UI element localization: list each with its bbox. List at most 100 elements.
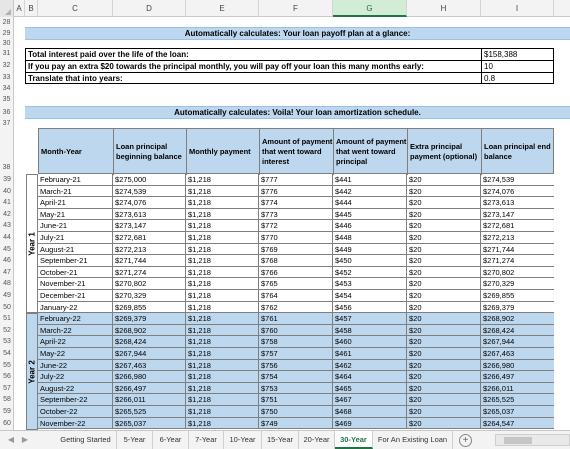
column-header-c[interactable]: C <box>38 0 113 17</box>
tab-7-year[interactable]: 7-Year <box>189 431 224 449</box>
cell-end-balance[interactable]: $273,613 <box>483 198 515 208</box>
cell-principal[interactable]: $449 <box>333 243 407 256</box>
cell-monthly-payment[interactable]: $1,218 <box>186 255 259 267</box>
cell-end-balance[interactable]: $274,076 <box>483 186 515 196</box>
tab-existing-loan[interactable]: For An Existing Loan <box>373 431 453 449</box>
cell-month-year[interactable]: October-22 <box>38 406 113 418</box>
column-header-h[interactable]: H <box>407 0 481 17</box>
row-number[interactable]: 38 <box>0 128 14 174</box>
cell-principal[interactable]: $458 <box>333 324 407 337</box>
cell-extra-payment[interactable]: $20 <box>407 290 481 302</box>
cell-beginning-balance[interactable]: $266,011 <box>113 394 186 406</box>
cell-month-year[interactable]: June-22 <box>38 359 113 372</box>
cell-interest[interactable]: $765 <box>259 278 333 290</box>
row-number[interactable]: 52 <box>3 326 11 334</box>
cell-month-year[interactable]: May-22 <box>38 348 113 360</box>
cell-beginning-balance[interactable]: $268,902 <box>113 324 186 337</box>
row-number[interactable]: 51 <box>3 315 11 323</box>
cell-monthly-payment[interactable]: $1,218 <box>186 185 259 198</box>
cell-monthly-payment[interactable]: $1,218 <box>186 336 259 348</box>
cell-beginning-balance[interactable]: $266,980 <box>113 371 186 383</box>
summary-value-years[interactable]: 0.8 <box>484 74 496 83</box>
row-number[interactable]: 32 <box>0 60 14 72</box>
column-header-b[interactable]: B <box>25 0 38 17</box>
cell-extra-payment[interactable]: $20 <box>407 278 481 290</box>
cell-monthly-payment[interactable]: $1,218 <box>186 266 259 279</box>
cell-interest[interactable]: $761 <box>259 313 333 325</box>
cell-beginning-balance[interactable]: $272,213 <box>113 243 186 256</box>
cell-month-year[interactable]: December-21 <box>38 290 113 302</box>
cell-beginning-balance[interactable]: $269,855 <box>113 301 186 314</box>
cell-beginning-balance[interactable]: $274,539 <box>113 185 186 198</box>
row-number[interactable]: 33 <box>0 72 14 84</box>
cell-extra-payment[interactable]: $20 <box>407 313 481 325</box>
tab-6-year[interactable]: 6-Year <box>153 431 189 449</box>
tab-getting-started[interactable]: Getting Started <box>55 431 117 449</box>
cell-extra-payment[interactable]: $20 <box>407 220 481 232</box>
cell-principal[interactable]: $453 <box>333 278 407 290</box>
horizontal-scrollbar[interactable] <box>495 434 570 446</box>
cell-month-year[interactable]: September-22 <box>38 394 113 406</box>
column-header-a[interactable]: A <box>14 0 25 17</box>
cell-end-balance[interactable]: $266,011 <box>483 383 514 393</box>
cell-monthly-payment[interactable]: $1,218 <box>186 243 259 256</box>
add-sheet-icon[interactable]: + <box>459 434 472 447</box>
cell-beginning-balance[interactable]: $270,329 <box>113 290 186 302</box>
cell-month-year[interactable]: July-22 <box>38 371 113 383</box>
cell-principal[interactable]: $441 <box>333 174 407 186</box>
row-number[interactable]: 57 <box>3 384 11 392</box>
row-number[interactable]: 31 <box>0 48 14 60</box>
cell-interest[interactable]: $757 <box>259 348 333 360</box>
cell-end-balance[interactable]: $265,037 <box>483 407 515 416</box>
cell-extra-payment[interactable]: $20 <box>407 301 481 314</box>
cell-extra-payment[interactable]: $20 <box>407 417 481 430</box>
cell-extra-payment[interactable]: $20 <box>407 197 481 209</box>
cell-month-year[interactable]: September-21 <box>38 255 113 267</box>
cell-extra-payment[interactable]: $20 <box>407 406 481 418</box>
cell-interest[interactable]: $770 <box>259 232 333 244</box>
cell-interest[interactable]: $760 <box>259 324 333 337</box>
cell-extra-payment[interactable]: $20 <box>407 394 481 406</box>
tab-10-year[interactable]: 10-Year <box>224 431 262 449</box>
cell-month-year[interactable]: August-22 <box>38 382 113 395</box>
column-header-f[interactable]: F <box>259 0 333 17</box>
cell-monthly-payment[interactable]: $1,218 <box>186 301 259 314</box>
cell-principal[interactable]: $461 <box>333 348 407 360</box>
cell-monthly-payment[interactable]: $1,218 <box>186 394 259 406</box>
cell-extra-payment[interactable]: $20 <box>407 243 481 256</box>
cell-monthly-payment[interactable]: $1,218 <box>186 220 259 232</box>
cell-principal[interactable]: $465 <box>333 382 407 395</box>
cell-interest[interactable]: $773 <box>259 208 333 221</box>
cell-principal[interactable]: $460 <box>333 336 407 348</box>
row-number[interactable]: 44 <box>3 234 11 241</box>
cell-extra-payment[interactable]: $20 <box>407 255 481 267</box>
cell-monthly-payment[interactable]: $1,218 <box>186 406 259 418</box>
row-number[interactable]: 39 <box>3 176 11 183</box>
cell-month-year[interactable]: November-22 <box>38 417 113 430</box>
cell-end-balance[interactable]: $265,525 <box>483 395 515 405</box>
cell-extra-payment[interactable]: $20 <box>407 208 481 221</box>
summary-value-interest[interactable]: $158,388 <box>484 50 518 59</box>
row-number[interactable]: 50 <box>3 303 11 311</box>
cell-beginning-balance[interactable]: $273,147 <box>113 220 186 232</box>
row-number[interactable]: 41 <box>3 199 11 207</box>
cell-principal[interactable]: $450 <box>333 255 407 267</box>
cell-principal[interactable]: $445 <box>333 208 407 221</box>
cell-interest[interactable]: $750 <box>259 406 333 418</box>
cell-month-year[interactable]: May-21 <box>38 208 113 221</box>
cell-monthly-payment[interactable]: $1,218 <box>186 290 259 302</box>
cell-interest[interactable]: $762 <box>259 301 333 314</box>
cell-end-balance[interactable]: $271,744 <box>483 244 515 254</box>
cell-monthly-payment[interactable]: $1,218 <box>186 174 259 186</box>
cell-monthly-payment[interactable]: $1,218 <box>186 232 259 244</box>
cell-beginning-balance[interactable]: $271,274 <box>113 266 186 279</box>
cell-end-balance[interactable]: $266,497 <box>483 372 515 382</box>
cell-interest[interactable]: $766 <box>259 266 333 279</box>
cell-monthly-payment[interactable]: $1,218 <box>186 208 259 221</box>
cell-extra-payment[interactable]: $20 <box>407 336 481 348</box>
cell-end-balance[interactable]: $269,379 <box>483 302 515 312</box>
row-number[interactable]: 59 <box>3 408 11 415</box>
cell-end-balance[interactable]: $264,547 <box>483 418 515 428</box>
cell-beginning-balance[interactable]: $265,525 <box>113 406 186 418</box>
cell-principal[interactable]: $469 <box>333 417 407 430</box>
